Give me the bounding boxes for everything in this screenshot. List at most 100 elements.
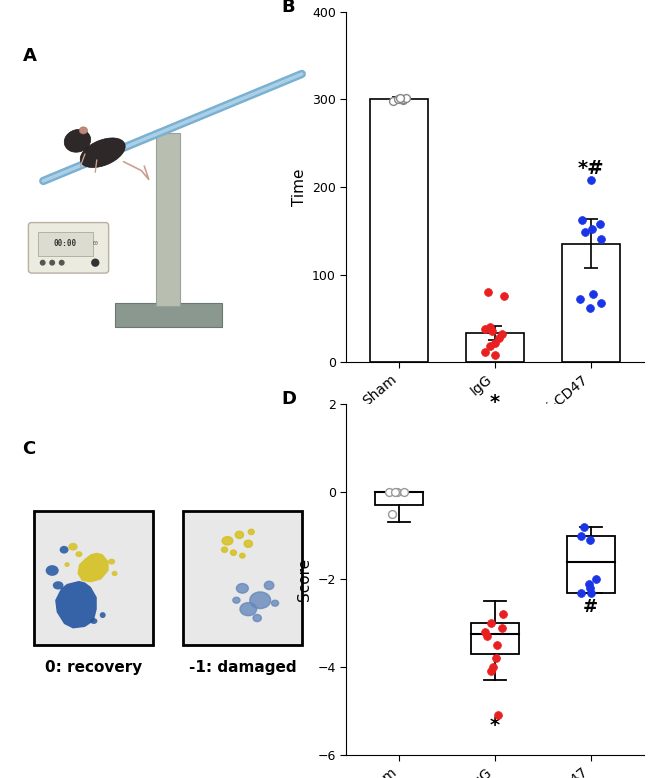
Ellipse shape [80, 138, 125, 167]
Point [384, 485, 394, 498]
Point [487, 325, 497, 338]
Ellipse shape [68, 543, 78, 551]
Point [494, 331, 504, 344]
Point [492, 709, 502, 721]
Polygon shape [77, 552, 109, 583]
Point [480, 345, 490, 358]
Point [586, 173, 597, 186]
Point [575, 587, 586, 599]
Point [499, 290, 510, 303]
Point [575, 529, 586, 541]
Point [596, 233, 606, 246]
FancyBboxPatch shape [34, 511, 153, 645]
Point [483, 286, 493, 298]
Point [480, 323, 490, 335]
Ellipse shape [75, 551, 83, 557]
Point [585, 534, 595, 546]
FancyBboxPatch shape [114, 303, 222, 327]
Ellipse shape [112, 571, 118, 576]
FancyBboxPatch shape [29, 223, 109, 273]
FancyBboxPatch shape [38, 233, 93, 256]
Circle shape [91, 258, 99, 267]
Point [401, 92, 411, 104]
Ellipse shape [99, 612, 106, 618]
Text: A: A [23, 47, 36, 65]
Ellipse shape [233, 598, 240, 603]
Ellipse shape [60, 546, 68, 554]
Ellipse shape [53, 581, 64, 590]
Bar [471, 623, 519, 654]
Circle shape [49, 260, 55, 265]
Ellipse shape [46, 565, 58, 576]
FancyBboxPatch shape [183, 511, 302, 645]
Point [585, 587, 595, 599]
Ellipse shape [265, 581, 274, 590]
Text: *: * [490, 393, 500, 412]
Point [390, 485, 400, 498]
Point [497, 622, 507, 634]
Ellipse shape [272, 600, 279, 606]
Ellipse shape [250, 592, 270, 608]
Y-axis label: Time: Time [291, 168, 307, 205]
Text: 00: 00 [92, 241, 98, 247]
Point [588, 288, 598, 300]
Text: *: * [490, 716, 500, 734]
Ellipse shape [248, 529, 254, 534]
Ellipse shape [108, 559, 115, 565]
Text: 0: recovery: 0: recovery [45, 660, 142, 675]
Point [585, 582, 595, 594]
Bar [567, 535, 615, 593]
Ellipse shape [235, 531, 244, 538]
Point [398, 94, 409, 107]
Point [577, 214, 588, 226]
Ellipse shape [64, 562, 70, 567]
Point [595, 296, 606, 309]
Point [482, 630, 492, 643]
Text: 00:00: 00:00 [54, 240, 77, 248]
Point [398, 485, 409, 498]
Text: D: D [281, 391, 296, 408]
Point [575, 293, 585, 305]
Point [489, 349, 500, 361]
Ellipse shape [79, 127, 88, 134]
Ellipse shape [222, 537, 233, 545]
Point [590, 573, 601, 586]
Point [498, 608, 508, 621]
Ellipse shape [222, 547, 227, 552]
Text: -1: damaged: -1: damaged [188, 660, 296, 675]
Point [392, 485, 402, 498]
Point [485, 321, 495, 333]
Point [489, 337, 500, 349]
Y-axis label: Score: Score [297, 558, 312, 601]
Text: B: B [281, 0, 294, 16]
Bar [370, 100, 428, 362]
Circle shape [40, 260, 46, 265]
Point [393, 93, 404, 106]
Ellipse shape [64, 129, 90, 152]
Ellipse shape [253, 615, 261, 622]
Point [497, 328, 507, 340]
Point [480, 626, 491, 638]
Point [490, 652, 501, 664]
Bar [375, 492, 423, 505]
Point [492, 639, 502, 651]
Point [488, 661, 499, 673]
Point [486, 665, 497, 678]
Ellipse shape [240, 553, 245, 558]
Ellipse shape [90, 618, 98, 624]
Point [486, 617, 497, 629]
Ellipse shape [240, 603, 257, 615]
Point [584, 577, 594, 590]
Ellipse shape [244, 540, 252, 548]
Point [387, 507, 397, 520]
Text: #: # [583, 598, 599, 616]
Point [584, 302, 595, 314]
Bar [562, 244, 619, 362]
FancyBboxPatch shape [156, 133, 180, 306]
Circle shape [58, 260, 64, 265]
Point [595, 218, 605, 230]
Point [397, 93, 408, 106]
Point [579, 520, 590, 533]
Ellipse shape [237, 584, 248, 593]
Bar [466, 333, 524, 362]
